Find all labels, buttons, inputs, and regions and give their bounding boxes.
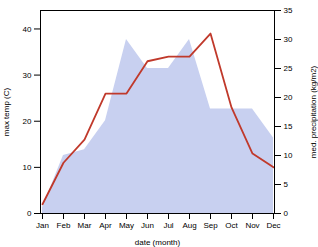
svg-text:10: 10 xyxy=(23,163,32,172)
svg-text:20: 20 xyxy=(23,117,32,126)
svg-text:Apr: Apr xyxy=(99,221,112,230)
svg-text:0: 0 xyxy=(284,209,289,218)
svg-text:date (month): date (month) xyxy=(135,238,181,247)
svg-text:30: 30 xyxy=(23,71,32,80)
svg-text:Dec: Dec xyxy=(266,221,280,230)
svg-text:Mar: Mar xyxy=(78,221,92,230)
svg-text:Oct: Oct xyxy=(225,221,238,230)
svg-text:May: May xyxy=(119,221,134,230)
svg-text:35: 35 xyxy=(284,6,293,15)
svg-text:Sep: Sep xyxy=(203,221,218,230)
svg-text:10: 10 xyxy=(284,151,293,160)
svg-text:Feb: Feb xyxy=(57,221,71,230)
svg-text:5: 5 xyxy=(284,180,289,189)
svg-text:Jan: Jan xyxy=(36,221,49,230)
svg-text:Jun: Jun xyxy=(141,221,154,230)
svg-text:max temp (C): max temp (C) xyxy=(2,87,11,136)
svg-text:med. precipitation (kg/m2): med. precipitation (kg/m2) xyxy=(309,65,318,158)
svg-text:Aug: Aug xyxy=(182,221,196,230)
svg-text:40: 40 xyxy=(23,25,32,34)
svg-text:25: 25 xyxy=(284,64,293,73)
svg-text:Jul: Jul xyxy=(163,221,173,230)
svg-text:Nov: Nov xyxy=(245,221,259,230)
svg-text:30: 30 xyxy=(284,35,293,44)
svg-text:15: 15 xyxy=(284,122,293,131)
svg-text:0: 0 xyxy=(27,209,32,218)
svg-text:20: 20 xyxy=(284,93,293,102)
